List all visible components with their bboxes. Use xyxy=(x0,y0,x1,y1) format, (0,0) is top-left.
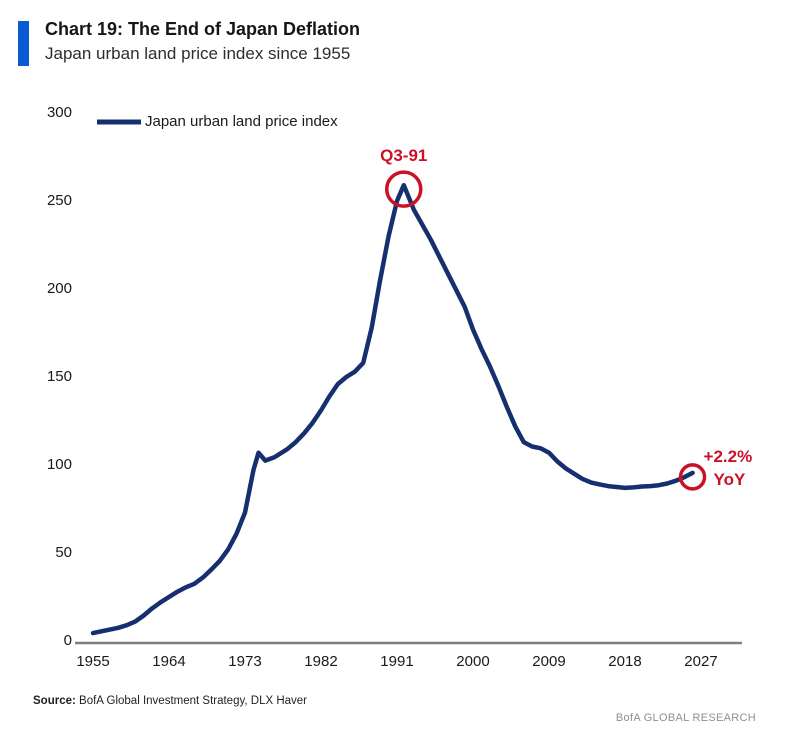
peak-annotation-circle xyxy=(385,170,423,208)
x-tick-label: 2018 xyxy=(608,653,642,670)
branding-text: BofA GLOBAL RESEARCH xyxy=(615,712,756,724)
legend-label: Japan urban land price index xyxy=(145,113,338,130)
latest-annotation-line2: YoY xyxy=(713,469,746,489)
latest-annotation-circle xyxy=(678,463,707,491)
latest-annotation-line1: +2.2% xyxy=(703,446,753,466)
y-tick-label: 100 xyxy=(46,456,72,473)
source-label: Source: xyxy=(33,695,76,707)
x-tick-label: 1955 xyxy=(76,653,110,670)
peak-annotation-label: Q3-91 xyxy=(380,146,428,166)
y-tick-label: 300 xyxy=(46,104,72,121)
x-tick-label: 2009 xyxy=(532,653,566,670)
x-tick-label: 2000 xyxy=(456,653,490,670)
x-tick-label: 1964 xyxy=(152,653,186,670)
y-tick-label: 200 xyxy=(46,280,72,297)
title-accent-bar xyxy=(18,21,29,66)
source-text: BofA Global Investment Strategy, DLX Hav… xyxy=(75,695,308,707)
chart-title: Chart 19: The End of Japan Deflation xyxy=(45,19,361,39)
x-tick-label: 1973 xyxy=(228,653,262,670)
x-tick-label: 2027 xyxy=(684,653,718,670)
price-index-line xyxy=(90,182,695,636)
source-note: Source: BofA Global Investment Strategy,… xyxy=(33,695,307,707)
chart-subtitle: Japan urban land price index since 1955 xyxy=(45,44,351,63)
y-tick-label: 250 xyxy=(46,192,72,209)
y-tick-label: 150 xyxy=(46,368,72,385)
y-tick-label: 0 xyxy=(63,632,72,649)
latest-annotation-label: +2.2% YoY xyxy=(704,445,753,491)
x-tick-label: 1982 xyxy=(304,653,338,670)
y-tick-label: 50 xyxy=(55,544,72,561)
x-tick-label: 1991 xyxy=(380,653,414,670)
